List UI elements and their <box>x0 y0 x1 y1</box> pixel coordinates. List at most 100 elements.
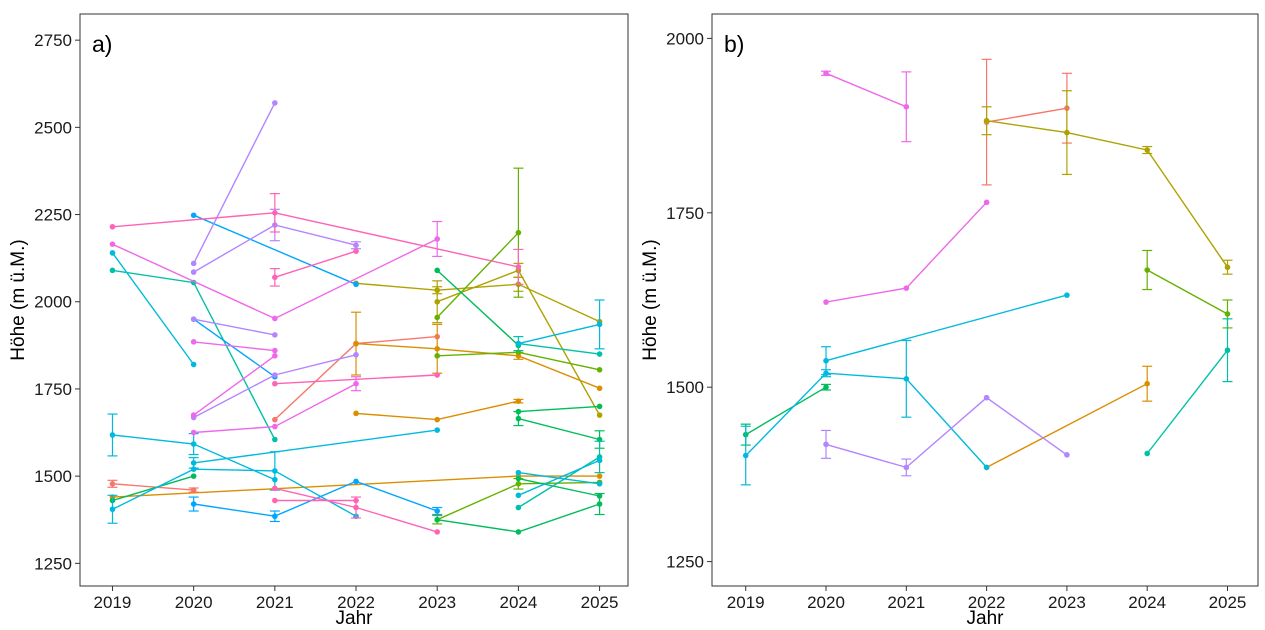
data-point <box>596 473 603 479</box>
data-point <box>272 100 278 106</box>
series-16 <box>109 267 278 443</box>
x-tick-label: 2019 <box>94 593 132 612</box>
data-point <box>190 412 197 418</box>
data-point <box>515 415 522 422</box>
y-tick-label: 1250 <box>666 553 704 572</box>
data-point <box>353 242 359 249</box>
series-line <box>111 252 195 365</box>
data-point <box>983 199 990 206</box>
series-line <box>112 475 194 502</box>
data-point <box>272 497 278 504</box>
series-line <box>1146 269 1228 315</box>
data-point <box>272 372 278 378</box>
y-axis-title: Höhe (m ü.M.) <box>8 239 29 360</box>
series-line <box>112 468 357 517</box>
series-line <box>355 342 600 389</box>
data-point <box>903 376 910 382</box>
data-point <box>1224 347 1231 354</box>
series-9 <box>434 349 603 373</box>
series-37 <box>109 193 524 285</box>
x-tick-label: 2020 <box>175 593 213 612</box>
data-point <box>515 340 522 347</box>
series-22 <box>109 250 197 368</box>
series-14 <box>434 492 605 535</box>
data-point <box>434 314 441 321</box>
data-point <box>434 267 441 274</box>
series-26 <box>190 212 359 288</box>
series-line <box>745 372 988 468</box>
data-point <box>353 351 359 358</box>
data-point <box>109 267 116 274</box>
data-point <box>515 264 522 270</box>
data-point <box>190 339 197 345</box>
series-8 <box>821 394 1070 477</box>
series-line <box>193 480 438 517</box>
series-line <box>193 341 275 352</box>
x-tick-label: 2025 <box>581 593 619 612</box>
data-point <box>272 416 278 423</box>
y-tick-label: 1500 <box>34 467 72 486</box>
data-point <box>983 117 990 124</box>
data-point <box>353 504 359 511</box>
series-12 <box>515 403 603 415</box>
data-point <box>190 212 197 219</box>
series-0 <box>107 479 199 493</box>
data-point <box>823 70 829 77</box>
data-point <box>109 506 116 513</box>
series-line <box>436 269 519 346</box>
data-point <box>596 403 603 410</box>
series-line <box>825 396 1068 469</box>
data-point <box>272 347 278 354</box>
data-point <box>903 285 910 291</box>
y-tick-label: 2000 <box>34 293 72 312</box>
series-15 <box>515 475 603 499</box>
data-point <box>190 316 197 322</box>
series-line <box>355 282 600 323</box>
data-point <box>596 412 603 418</box>
data-point <box>596 385 603 392</box>
series-line <box>986 107 1068 123</box>
data-point <box>109 250 116 256</box>
data-point <box>515 398 522 404</box>
data-point <box>596 351 603 357</box>
series-line <box>518 405 600 413</box>
series-line <box>986 120 1229 268</box>
data-point <box>1144 147 1150 153</box>
series-line <box>825 72 907 108</box>
series-line <box>518 471 600 485</box>
data-point <box>272 468 278 474</box>
series-25 <box>515 469 603 487</box>
series-23 <box>515 299 605 350</box>
series-line <box>193 318 276 378</box>
data-point <box>596 366 603 373</box>
panel-border <box>79 13 629 587</box>
data-point <box>742 452 749 459</box>
data-point <box>434 372 441 378</box>
data-point <box>190 501 197 507</box>
series-line <box>1146 349 1229 454</box>
series-line <box>193 429 438 464</box>
series-21 <box>188 427 441 469</box>
x-tick-label: 2021 <box>256 593 294 612</box>
data-point <box>353 478 359 485</box>
data-point <box>109 481 116 487</box>
data-point <box>434 353 441 359</box>
data-point <box>272 485 278 492</box>
series-9 <box>821 70 912 143</box>
data-point <box>190 487 197 493</box>
series-7 <box>821 292 1070 376</box>
data-point <box>823 357 829 364</box>
x-tick-label: 2019 <box>727 593 765 612</box>
series-28 <box>188 478 443 523</box>
y-tick-label: 2000 <box>666 29 704 48</box>
data-point <box>272 353 278 359</box>
data-point <box>515 529 522 535</box>
y-tick-label: 1500 <box>666 378 704 397</box>
series-line <box>274 374 438 385</box>
data-point <box>109 241 116 247</box>
data-point <box>515 492 522 499</box>
series-line <box>193 214 357 285</box>
series-line <box>745 386 827 436</box>
data-point <box>515 469 522 476</box>
